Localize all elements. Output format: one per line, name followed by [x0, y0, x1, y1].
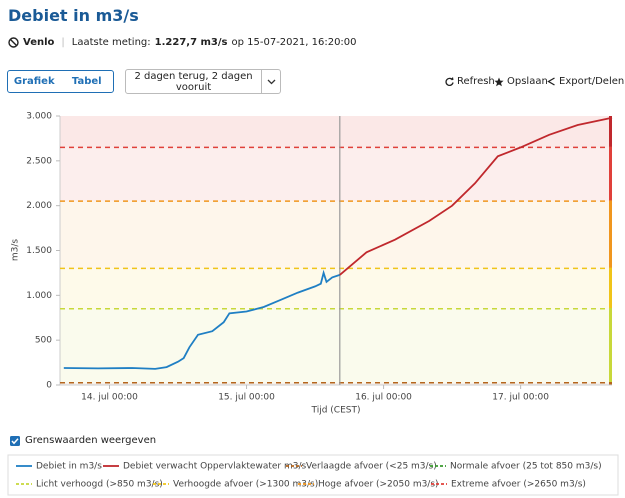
legend-label: Normale afvoer (25 tot 850 m3/s)	[450, 462, 602, 472]
location: Venlo	[23, 37, 55, 48]
separator: |	[61, 37, 65, 48]
tabs: Grafiek Tabel	[7, 70, 114, 93]
threshold-band	[60, 116, 612, 148]
threshold-band	[60, 308, 612, 383]
range-dropdown[interactable]: 2 dagen terug, 2 dagen vooruit	[125, 69, 281, 94]
threshold-toggle[interactable]: Grenswaarden weergeven	[10, 435, 156, 446]
x-tick-label: 17. jul 00:00	[492, 393, 549, 403]
measurement-value: 1.227,7 m3/s	[154, 37, 228, 48]
y-tick-label: 0	[46, 381, 52, 391]
refresh-button[interactable]: Refresh	[445, 76, 495, 87]
action-label: Export/Delen	[559, 76, 625, 87]
range-text: 2 dagen terug, 2 dagen vooruit	[134, 70, 253, 93]
checkbox-label: Grenswaarden weergeven	[25, 435, 157, 446]
series-line	[339, 116, 613, 276]
threshold-edge	[609, 382, 612, 385]
refresh-icon	[445, 77, 454, 86]
share-icon	[547, 77, 555, 86]
action-label: Refresh	[457, 76, 495, 87]
legend-label: Verhoogde afvoer (>1300 m3/s)	[173, 480, 318, 490]
y-tick-label: 1.000	[26, 291, 52, 301]
legend-label: Licht verhoogd (>850 m3/s)	[36, 480, 163, 490]
y-tick-label: 2.000	[26, 201, 52, 211]
chevron	[267, 79, 275, 84]
checkbox	[10, 435, 20, 446]
threshold-edge	[609, 201, 612, 269]
threshold-band	[60, 147, 612, 202]
measurement-label: Laatste meting:	[71, 37, 151, 48]
tab[interactable]: Tabel	[71, 76, 102, 87]
threshold-edge	[609, 147, 612, 202]
x-tick-label: 14. jul 00:00	[81, 393, 138, 403]
y-tick-label: 1.500	[26, 246, 52, 256]
threshold-edge	[609, 268, 612, 309]
x-axis-label: Tijd (CEST)	[311, 406, 361, 416]
star-icon	[494, 77, 504, 86]
page-title: Debiet in m3/s	[8, 6, 139, 25]
threshold-band	[60, 201, 612, 269]
legend-label: Debiet verwacht Oppervlaktewater m3/s	[123, 462, 306, 472]
legend-label: Debiet in m3/s	[36, 462, 102, 472]
y-tick-label: 500	[35, 336, 52, 346]
x-tick-label: 16. jul 00:00	[355, 393, 412, 403]
dropdown-arrow	[261, 70, 280, 93]
action-label: Opslaan	[507, 76, 548, 87]
threshold-band	[60, 382, 612, 385]
y-axis-label: m3/s	[11, 239, 21, 262]
share-button[interactable]: Export/Delen	[547, 76, 624, 87]
legend-label: Extreme afvoer (>2650 m3/s)	[451, 480, 586, 490]
meta-line: Venlo | Laatste meting: 1.227,7 m3/s op …	[8, 37, 357, 48]
y-tick-label: 3.000	[26, 112, 52, 122]
location-icon	[8, 37, 19, 48]
tab[interactable]: Grafiek	[13, 76, 55, 87]
threshold-edge	[609, 116, 612, 148]
save-button[interactable]: Opslaan	[494, 76, 548, 87]
threshold-edge	[609, 308, 612, 383]
x-tick-label: 15. jul 00:00	[218, 393, 275, 403]
measurement-time: op 15-07-2021, 16:20:00	[231, 37, 357, 48]
legend-label: Hoge afvoer (>2050 m3/s)	[318, 480, 439, 490]
y-tick-label: 2.500	[26, 156, 52, 166]
threshold-band	[60, 268, 612, 309]
legend-box	[7, 454, 619, 496]
legend-label: Verlaagde afvoer (<25 m3/s)	[306, 462, 437, 472]
series-line	[63, 269, 341, 370]
